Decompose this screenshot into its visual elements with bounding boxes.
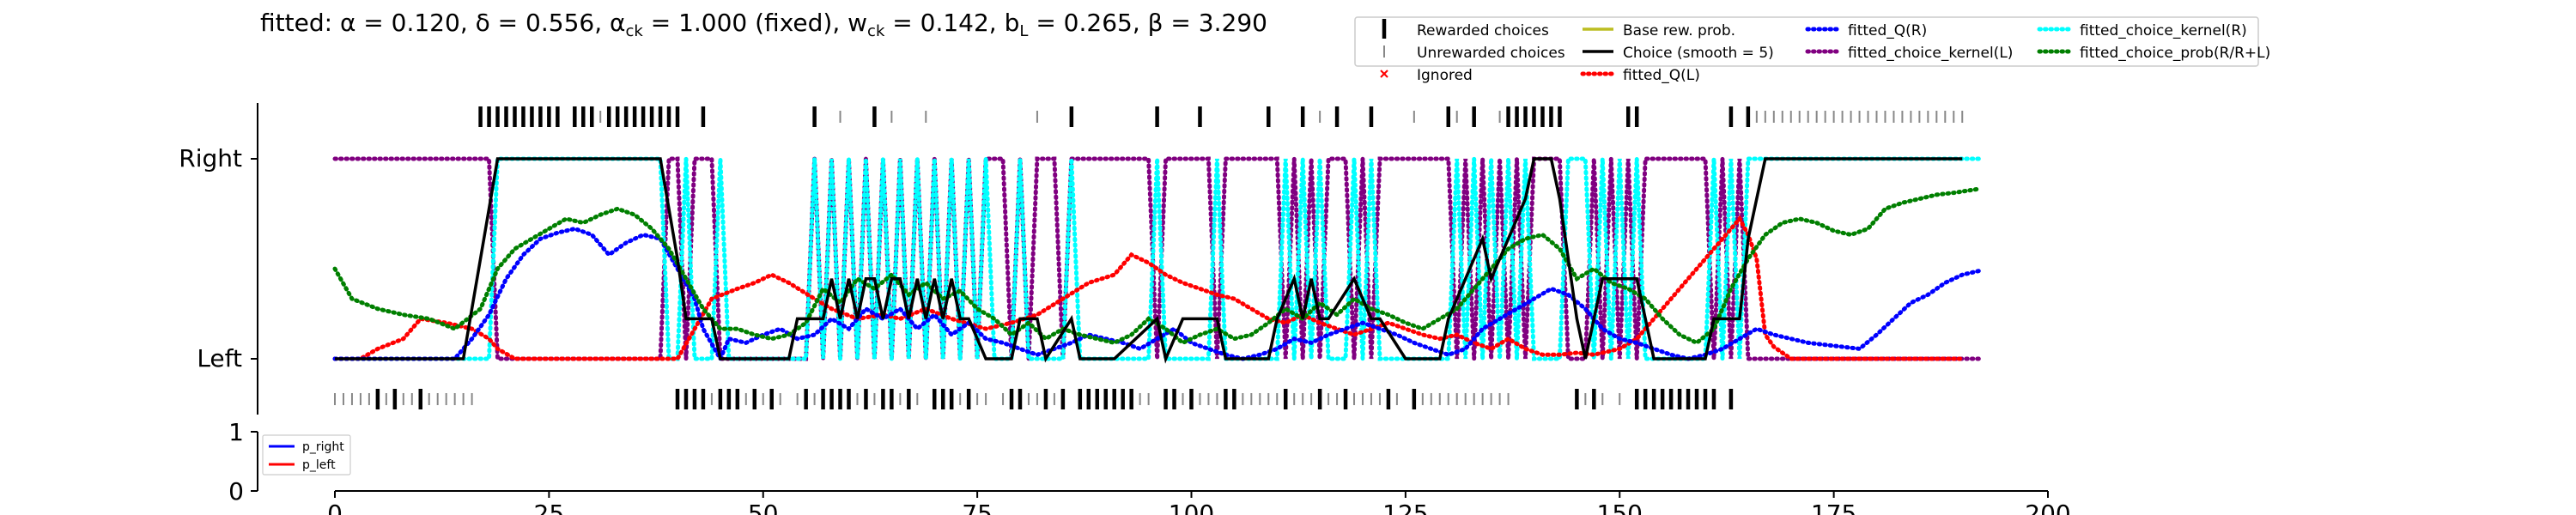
x-tick-label-200: 200: [2025, 500, 2070, 515]
legend-label-p-right: p_right: [302, 440, 344, 454]
legend-label-fitted-q-r: fitted_Q(R): [1848, 22, 1927, 39]
x-tick-label-0: 0: [327, 500, 343, 515]
legend: Rewarded choices Unrewarded choices Ignore…: [1355, 17, 2270, 84]
x-tick-label-75: 75: [962, 500, 993, 515]
legend-label-rewarded-choices: Rewarded choices: [1417, 22, 1549, 39]
legend-label-fitted-q-l: fitted_Q(L): [1623, 67, 1700, 84]
x-tick-label-100: 100: [1169, 500, 1214, 515]
legend-swatch-ignored: [1381, 70, 1388, 77]
legend-label-choice-smooth-5: Choice (smooth = 5): [1623, 45, 1774, 62]
y-tick-label-right: Right: [179, 144, 242, 173]
x-tick-label-175: 175: [1811, 500, 1856, 515]
legend-label-unrewarded-choices: Unrewarded choices: [1417, 45, 1565, 62]
legend-label-p-left: p_left: [302, 458, 336, 472]
legend-label-fitted-choice-kernel-l: fitted_choice_kernel(L): [1848, 45, 2013, 62]
x-tick-label-125: 125: [1382, 500, 1428, 515]
y-tick-label-left: Left: [197, 344, 242, 373]
x-tick-label-25: 25: [534, 500, 565, 515]
bottom-axes: 1 0 0 25 50 75 100 125 150 175 200 p_right p_lef…: [228, 418, 2071, 515]
main-axes: Right Left: [179, 103, 258, 415]
legend-label-base-rew-prob: Base rew. prob.: [1623, 22, 1735, 39]
bottom-legend: p_right p_left: [263, 435, 350, 475]
x-tick-label-150: 150: [1597, 500, 1643, 515]
legend-label-ignored: Ignored: [1417, 67, 1473, 84]
legend-label-fitted-choice-kernel-r: fitted_choice_kernel(R): [2080, 22, 2247, 39]
x-tick-label-50: 50: [748, 500, 779, 515]
bottom-y-tick-label-1: 1: [228, 418, 244, 446]
series-lines: [335, 159, 1979, 359]
bottom-y-tick-label-0: 0: [228, 477, 244, 506]
legend-label-fitted-choice-prob-r-r-l: fitted_choice_prob(R/R+L): [2080, 45, 2270, 62]
chart-title: fitted: α = 0.120, δ = 0.556, αck = 1.00…: [260, 9, 1267, 40]
